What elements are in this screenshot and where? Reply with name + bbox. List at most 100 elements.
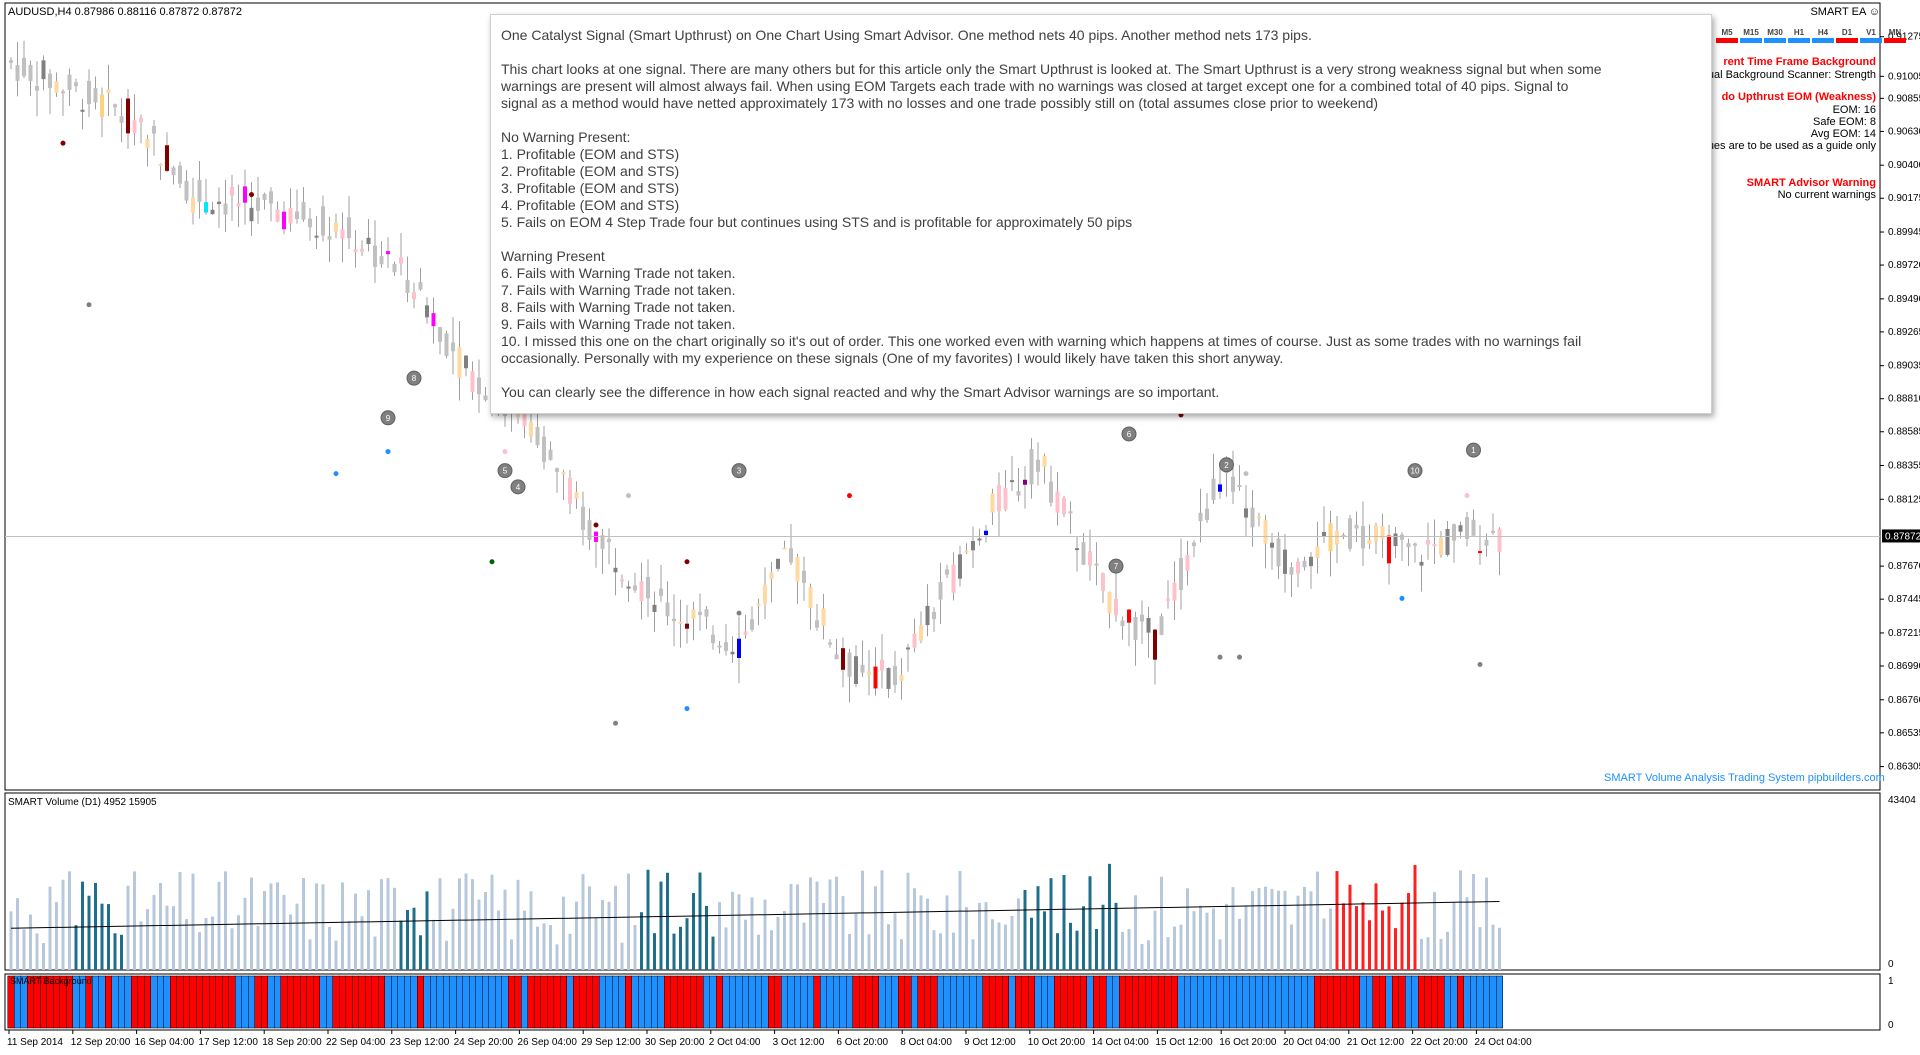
- volume-bar: [1004, 924, 1007, 970]
- timeframe-label: MN: [1888, 28, 1902, 37]
- smiley-icon: ☺: [1868, 6, 1880, 18]
- candle: [529, 411, 533, 443]
- background-cell: [872, 975, 879, 1029]
- candle: [1003, 470, 1008, 512]
- background-cell: [339, 975, 346, 1029]
- candle-body: [756, 603, 761, 606]
- candle-body: [1419, 561, 1424, 566]
- candle-body: [1315, 546, 1320, 559]
- candle-body: [54, 81, 59, 93]
- background-cell: [605, 975, 613, 1029]
- volume-bar: [581, 874, 585, 970]
- background-cell: [189, 975, 197, 1029]
- background-cell: [306, 975, 314, 1029]
- volume-bar: [1036, 886, 1040, 970]
- upthrust-label: do Upthrust EOM (Weakness): [1721, 91, 1876, 103]
- candle: [977, 528, 982, 546]
- candle: [152, 119, 156, 156]
- timeframe-indicator: V1: [1860, 28, 1882, 43]
- signal-dot: [1237, 654, 1242, 660]
- candle: [945, 564, 949, 578]
- date-tick-label: 23 Sep 12:00: [390, 1037, 450, 1048]
- timeframe-color-bar: [1788, 38, 1810, 43]
- volume-bar: [620, 942, 624, 970]
- candle: [1393, 526, 1398, 559]
- volume-bar: [1413, 865, 1417, 970]
- volume-bar: [328, 926, 331, 970]
- volume-bar: [1394, 928, 1397, 970]
- candle: [1075, 536, 1079, 572]
- candle-body: [418, 282, 423, 290]
- candle: [932, 607, 936, 632]
- candle-body: [535, 427, 540, 446]
- background-cell: [371, 975, 379, 1029]
- candle: [893, 650, 897, 693]
- candle-body: [275, 209, 280, 222]
- signal-marker: 4: [510, 479, 526, 495]
- signal-dot: [847, 493, 852, 499]
- volume-bar: [139, 921, 143, 970]
- candle-body: [867, 671, 871, 676]
- volume-bar: [991, 919, 994, 970]
- candle-body: [1354, 524, 1359, 529]
- pipbuilders-link[interactable]: SMART Volume Analysis Trading System pip…: [1604, 772, 1885, 784]
- candle: [854, 645, 858, 688]
- ea-title: SMART EA ☺: [1810, 6, 1880, 18]
- volume-bar: [1095, 928, 1098, 970]
- volume-bar: [1140, 943, 1144, 970]
- background-cell: [222, 975, 229, 1029]
- volume-bar: [204, 918, 208, 970]
- volume-bar: [1348, 884, 1352, 970]
- candle-body: [1478, 551, 1482, 554]
- background-cell: [800, 975, 808, 1029]
- candle-body: [334, 222, 338, 233]
- background-cell: [1366, 975, 1373, 1029]
- background-cell: [742, 975, 749, 1029]
- candle: [35, 61, 39, 117]
- background-cell: [319, 975, 327, 1029]
- volume-bar: [484, 892, 487, 970]
- candle-body: [639, 581, 644, 602]
- candle-body: [1406, 543, 1411, 548]
- candle-body: [958, 554, 962, 579]
- signal-marker-circle: [1407, 463, 1423, 479]
- volume-bar: [887, 924, 890, 970]
- candle: [1283, 533, 1287, 593]
- volume-bar: [666, 872, 669, 970]
- candles-layer: [9, 40, 1502, 703]
- candle: [847, 648, 852, 703]
- volume-layer: [9, 863, 1501, 970]
- candle-body: [1289, 567, 1294, 575]
- volume-bar: [256, 925, 260, 970]
- candle-body: [451, 342, 455, 352]
- candle: [236, 184, 241, 228]
- candle-body: [178, 165, 182, 184]
- volume-bar: [159, 883, 162, 970]
- candle-body: [1094, 563, 1099, 566]
- signal-dot: [502, 449, 508, 455]
- candle-body: [353, 249, 358, 253]
- background-cell: [391, 975, 398, 1029]
- background-cell: [352, 975, 359, 1029]
- candle-body: [815, 620, 819, 628]
- background-cell: [787, 975, 795, 1029]
- candle: [48, 69, 52, 115]
- candle: [1120, 616, 1125, 640]
- candle-body: [1140, 614, 1144, 622]
- signal-dot: [86, 302, 92, 308]
- background-cell: [995, 975, 1003, 1029]
- candle-body: [74, 82, 78, 87]
- signal-marker-label: 3: [737, 467, 742, 476]
- candle-body: [1283, 549, 1287, 574]
- volume-bar: [1296, 895, 1300, 970]
- background-cell: [898, 975, 905, 1029]
- background-cell: [1450, 975, 1458, 1029]
- candle-body: [243, 186, 247, 203]
- volume-bar: [1173, 926, 1176, 970]
- background-cell: [241, 975, 249, 1029]
- candle: [61, 89, 65, 116]
- background-cell: [1385, 975, 1393, 1029]
- background-cell: [449, 975, 457, 1029]
- volume-bar: [952, 932, 955, 970]
